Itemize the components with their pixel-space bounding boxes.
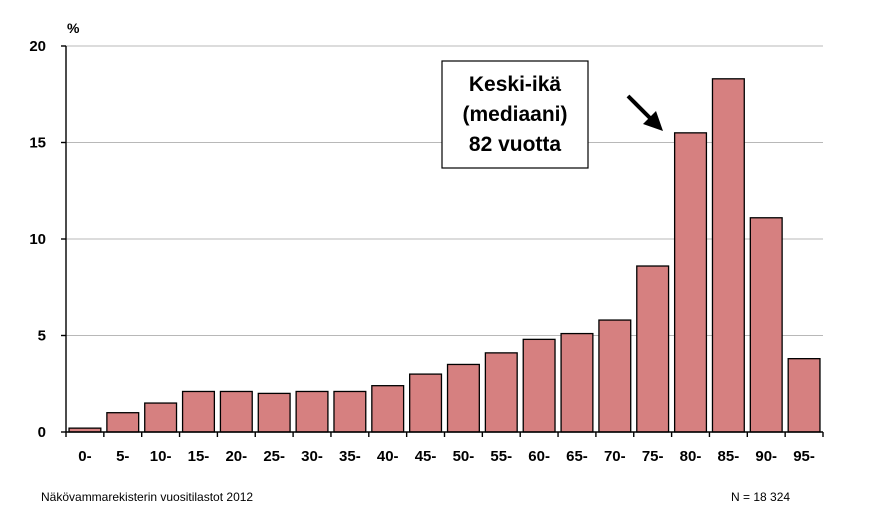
y-tick-label: 0 [38,424,46,441]
x-tick-label: 85- [718,448,740,465]
median-annotation: Keski-ikä (mediaani) 82 vuotta [441,60,663,169]
bar [219,390,253,433]
bar [787,358,821,433]
bar [598,319,632,433]
x-tick-label: 40- [377,448,399,465]
bar [446,363,480,433]
x-tick-label: 5- [116,448,129,465]
x-tick-label: 20- [225,448,247,465]
x-tick-labels: 0- 5- 10- 15- 20- 25- 30- 35- 40- 45- 50- 55- 60- 65-… [78,448,815,465]
x-tick-label: 50- [453,448,475,465]
bar [636,265,670,433]
x-tick-label: 75- [642,448,664,465]
y-tick-label: 10 [29,231,46,248]
x-tick-label: 10- [150,448,172,465]
x-tick-label: 30- [301,448,323,465]
bar [144,402,178,433]
x-tick-label: 95- [793,448,815,465]
y-tick-label: 15 [29,135,46,152]
bar [560,332,594,433]
bar [295,390,329,433]
bar [522,338,556,433]
bar [257,392,291,433]
bars [68,78,821,433]
source-note: Näkövammarekisterin vuositilastot 2012 [41,490,254,504]
bar [371,385,405,433]
bar [711,78,745,433]
y-tick-labels: 0 5 10 15 20 [29,38,46,441]
y-tick-label: 5 [38,328,46,345]
bar [333,390,367,433]
x-tick-label: 65- [566,448,588,465]
bar [484,352,518,433]
bar [181,390,216,433]
y-tick-label: 20 [29,38,46,55]
annotation-line-3: 82 vuotta [469,133,562,156]
y-axis-unit-label: % [67,20,80,36]
x-tick-label: 60- [528,448,550,465]
bar [673,132,708,433]
x-tick-label: 15- [188,448,210,465]
x-tick-label: 70- [604,448,626,465]
annotation-box [441,60,589,169]
x-tick-label: 90- [755,448,777,465]
x-tick-label: 0- [78,448,91,465]
x-tick-label: 35- [339,448,361,465]
sample-size-note: N = 18 324 [731,490,791,504]
annotation-line-1: Keski-ikä [469,73,562,96]
x-tick-label: 25- [263,448,285,465]
x-tick-label: 80- [680,448,702,465]
x-tick-label: 45- [415,448,437,465]
bar [106,412,140,433]
bar [409,373,443,433]
bar [749,217,783,433]
annotation-line-2: (mediaani) [462,103,567,126]
x-tick-label: 55- [490,448,512,465]
annotation-arrow-icon [626,94,663,131]
axes [61,45,824,437]
